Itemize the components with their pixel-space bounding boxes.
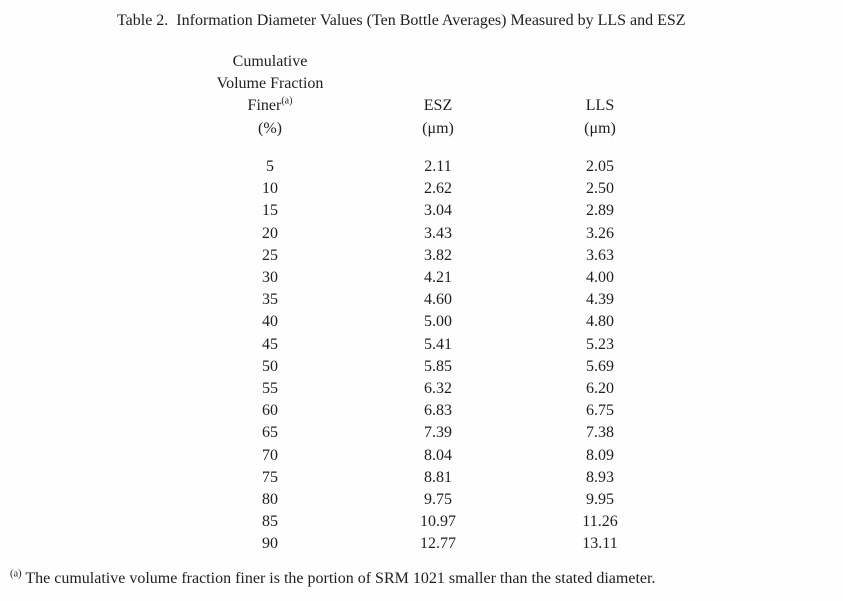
lls-label: LLS xyxy=(585,97,615,115)
table-cell: 8.04 xyxy=(424,446,452,464)
table-cell: 2.50 xyxy=(586,180,614,198)
table-row: 65 7.39 7.38 xyxy=(170,422,694,444)
table-cell: 10 xyxy=(262,180,278,198)
table-cell: 5.23 xyxy=(586,335,614,353)
header-line-percent-unit: (%) xyxy=(258,119,282,137)
table-cell: 11.26 xyxy=(582,513,618,531)
table-cell: 2.11 xyxy=(424,158,452,175)
table-row: 25 3.82 3.63 xyxy=(170,245,694,267)
data-table-body: 5 2.11 2.05 10 2.62 2.50 15 3.04 2.89 20 3.43 3.26 2… xyxy=(170,156,694,556)
table-cell: 45 xyxy=(262,335,278,353)
table-cell: 4.21 xyxy=(424,269,452,287)
table-cell: 13.11 xyxy=(582,535,618,553)
table-cell: 50 xyxy=(262,357,278,375)
table-cell: 6.83 xyxy=(424,402,452,420)
table-cell: 2.05 xyxy=(586,158,614,175)
table-cell: 8.81 xyxy=(424,468,452,486)
footnote-text: The cumulative volume fraction finer is … xyxy=(21,570,656,587)
table-cell: 5.41 xyxy=(424,335,452,353)
table-cell: 6.32 xyxy=(424,380,452,398)
lls-unit: (μm) xyxy=(584,119,616,137)
table-row: 45 5.41 5.23 xyxy=(170,334,694,356)
table-cell: 4.80 xyxy=(586,313,614,331)
table-cell: 6.75 xyxy=(586,402,614,420)
table-row: 30 4.21 4.00 xyxy=(170,267,694,289)
table-cell: 10.97 xyxy=(420,513,456,531)
table-row: 55 6.32 6.20 xyxy=(170,378,694,400)
table-cell: 2.62 xyxy=(424,180,452,198)
table-cell: 3.63 xyxy=(586,246,614,264)
esz-label: ESZ xyxy=(423,97,453,115)
data-table: 5 2.11 2.05 10 2.62 2.50 15 3.04 2.89 20 3.43 3.26 2… xyxy=(170,156,694,556)
table-row: 10 2.62 2.50 xyxy=(170,178,694,200)
table-row: 35 4.60 4.39 xyxy=(170,289,694,311)
table-cell: 9.75 xyxy=(424,491,452,509)
table-row: 50 5.85 5.69 xyxy=(170,356,694,378)
table-cell: 12.77 xyxy=(420,535,456,553)
table-cell: 20 xyxy=(262,224,278,242)
table-cell: 9.95 xyxy=(586,491,614,509)
table-row: 75 8.81 8.93 xyxy=(170,467,694,489)
table-row: 40 5.00 4.80 xyxy=(170,311,694,333)
table-cell: 3.26 xyxy=(586,224,614,242)
footnote-marker: (a) xyxy=(10,568,22,580)
table-cell: 5.85 xyxy=(424,357,452,375)
table-row: 90 12.77 13.11 xyxy=(170,533,694,555)
esz-unit: (μm) xyxy=(422,119,454,137)
column-header-lls: LLS (μm) xyxy=(506,95,694,139)
table-cell: 4.39 xyxy=(586,291,614,309)
table-row: 60 6.83 6.75 xyxy=(170,400,694,422)
table-cell: 5.69 xyxy=(586,357,614,375)
table-cell: 5.00 xyxy=(424,313,452,331)
header-line-volume-fraction: Volume Fraction xyxy=(216,75,324,93)
table-cell: 80 xyxy=(262,491,278,509)
header-line-finer: Finer(a) xyxy=(170,95,370,117)
table-header: Cumulative Volume Fraction Finer(a) (%) … xyxy=(170,51,694,140)
table-cell: 15 xyxy=(262,202,278,220)
table-cell: 4.00 xyxy=(586,269,614,287)
table-cell: 25 xyxy=(262,246,278,264)
table-cell: 2.89 xyxy=(586,202,614,220)
table-cell: 5 xyxy=(266,158,274,175)
table-row: 20 3.43 3.26 xyxy=(170,223,694,245)
table-row: 5 2.11 2.05 xyxy=(170,156,694,178)
table-cell: 3.43 xyxy=(424,224,452,242)
table-cell: 30 xyxy=(262,269,278,287)
table-cell: 3.82 xyxy=(424,246,452,264)
table-cell: 60 xyxy=(262,402,278,420)
footnote: (a) The cumulative volume fraction finer… xyxy=(10,568,656,588)
finer-superscript: (a) xyxy=(281,96,293,108)
table-row: 85 10.97 11.26 xyxy=(170,511,694,533)
header-line-cumulative: Cumulative xyxy=(232,53,308,70)
table-cell: 35 xyxy=(262,291,278,309)
table-title: Table 2. Information Diameter Values (Te… xyxy=(117,12,686,29)
table-cell: 75 xyxy=(262,468,278,486)
table-cell: 3.04 xyxy=(424,202,452,220)
table-cell: 40 xyxy=(262,313,278,331)
column-header-esz: ESZ (μm) xyxy=(370,95,506,139)
table-cell: 8.09 xyxy=(586,446,614,464)
table-cell: 70 xyxy=(262,446,278,464)
finer-label: Finer xyxy=(247,97,282,115)
table-cell: 4.60 xyxy=(424,291,452,309)
table-cell: 8.93 xyxy=(586,468,614,486)
table-cell: 7.39 xyxy=(424,424,452,442)
table-row: 15 3.04 2.89 xyxy=(170,200,694,222)
table-cell: 6.20 xyxy=(586,380,614,398)
table-cell: 90 xyxy=(262,535,278,553)
table-row: 80 9.75 9.95 xyxy=(170,489,694,511)
table-row: 70 8.04 8.09 xyxy=(170,445,694,467)
table-cell: 85 xyxy=(262,513,278,531)
table-cell: 55 xyxy=(262,380,278,398)
table-cell: 7.38 xyxy=(586,424,614,442)
column-header-cumulative-volume-fraction-finer: Cumulative Volume Fraction Finer(a) (%) xyxy=(170,51,370,140)
table-cell: 65 xyxy=(262,424,278,442)
